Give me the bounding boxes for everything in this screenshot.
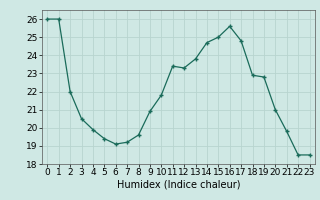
X-axis label: Humidex (Indice chaleur): Humidex (Indice chaleur) xyxy=(117,180,240,190)
